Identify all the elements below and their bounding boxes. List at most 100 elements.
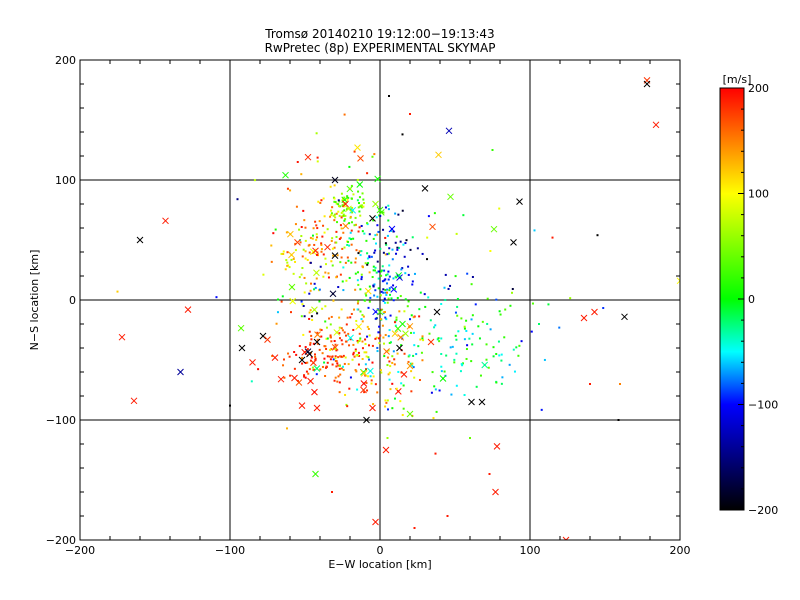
cross-marker xyxy=(347,334,354,342)
dot-marker xyxy=(486,297,489,300)
dot-marker xyxy=(389,314,392,317)
dot-marker xyxy=(357,230,360,233)
dot-marker xyxy=(471,275,474,278)
dot-marker xyxy=(311,366,314,369)
cross-marker xyxy=(314,331,321,338)
dot-marker xyxy=(361,230,364,233)
dot-marker xyxy=(373,153,376,156)
cross-marker xyxy=(388,225,396,233)
dot-marker xyxy=(346,243,349,246)
dot-marker xyxy=(385,243,388,246)
dot-marker xyxy=(366,223,369,226)
dot-marker xyxy=(412,316,415,319)
dot-marker xyxy=(409,362,412,365)
dot-marker xyxy=(341,215,344,218)
dot-marker xyxy=(309,309,312,312)
dot-marker xyxy=(293,351,296,354)
dot-marker xyxy=(377,270,380,273)
dot-marker xyxy=(310,282,313,285)
dot-marker xyxy=(360,250,363,253)
dot-marker xyxy=(449,346,452,349)
dot-marker xyxy=(366,389,369,392)
dot-marker xyxy=(415,353,418,356)
dot-marker xyxy=(388,371,391,374)
dot-marker xyxy=(306,361,309,364)
dot-marker xyxy=(366,257,369,260)
dot-marker xyxy=(301,267,304,270)
dot-marker xyxy=(383,311,386,314)
cross-marker xyxy=(289,297,297,305)
dot-marker xyxy=(348,387,351,390)
dot-marker xyxy=(347,363,350,366)
dot-marker xyxy=(354,350,357,353)
dot-marker xyxy=(381,280,384,283)
cross-marker xyxy=(372,518,379,526)
dot-marker xyxy=(361,347,364,350)
dot-marker xyxy=(338,200,341,203)
dot-marker xyxy=(336,254,339,257)
dot-marker xyxy=(335,241,338,244)
dot-marker xyxy=(456,297,459,300)
dot-marker xyxy=(336,362,339,365)
dot-marker xyxy=(357,363,360,366)
cross-marker xyxy=(490,225,498,233)
dot-marker xyxy=(470,283,473,286)
dot-marker xyxy=(495,298,498,301)
dot-marker xyxy=(433,212,436,215)
dot-marker xyxy=(330,209,333,212)
dot-marker xyxy=(383,297,386,300)
dot-marker xyxy=(341,355,344,358)
dot-marker xyxy=(462,214,465,217)
dot-marker xyxy=(376,350,379,353)
dot-marker xyxy=(326,337,329,340)
dot-marker xyxy=(421,359,424,362)
dot-marker xyxy=(340,256,343,259)
dot-marker xyxy=(456,305,459,308)
dot-marker xyxy=(336,380,339,383)
dot-marker xyxy=(300,173,303,176)
dot-marker xyxy=(361,340,364,343)
dot-marker xyxy=(333,219,336,222)
dot-marker xyxy=(335,235,338,238)
dot-marker xyxy=(333,184,336,187)
dot-marker xyxy=(338,332,341,335)
dot-marker xyxy=(384,206,387,209)
dot-marker xyxy=(304,226,307,229)
dot-marker xyxy=(311,234,314,237)
dot-marker xyxy=(349,316,352,319)
dot-marker xyxy=(417,345,420,348)
dot-marker xyxy=(330,348,333,351)
dot-marker xyxy=(344,214,347,217)
dot-marker xyxy=(487,366,490,369)
dot-marker xyxy=(393,287,396,290)
dot-marker xyxy=(457,330,460,333)
dot-marker xyxy=(316,342,319,345)
dot-marker xyxy=(333,197,336,200)
dot-marker xyxy=(382,291,385,294)
cross-marker xyxy=(369,404,376,412)
dot-marker xyxy=(353,308,356,311)
dot-marker xyxy=(358,250,361,253)
dot-marker xyxy=(354,261,357,264)
dot-marker xyxy=(375,271,378,274)
cross-marker xyxy=(372,200,379,208)
dot-marker xyxy=(351,211,354,214)
dot-marker xyxy=(293,367,296,370)
cross-marker xyxy=(304,153,312,161)
dot-marker xyxy=(375,216,378,219)
dot-marker xyxy=(617,419,620,421)
dot-marker xyxy=(303,315,306,318)
dot-marker xyxy=(295,205,298,208)
dot-marker xyxy=(294,223,297,226)
dot-marker xyxy=(435,410,438,413)
dot-marker xyxy=(348,222,351,225)
dot-marker xyxy=(275,322,278,325)
dot-marker xyxy=(367,262,370,265)
dot-marker xyxy=(341,329,344,332)
dot-marker xyxy=(400,268,403,271)
dot-marker xyxy=(281,295,284,298)
dot-marker xyxy=(363,351,366,354)
dot-marker xyxy=(509,304,512,307)
cross-marker xyxy=(130,397,138,405)
dot-marker xyxy=(359,214,362,217)
